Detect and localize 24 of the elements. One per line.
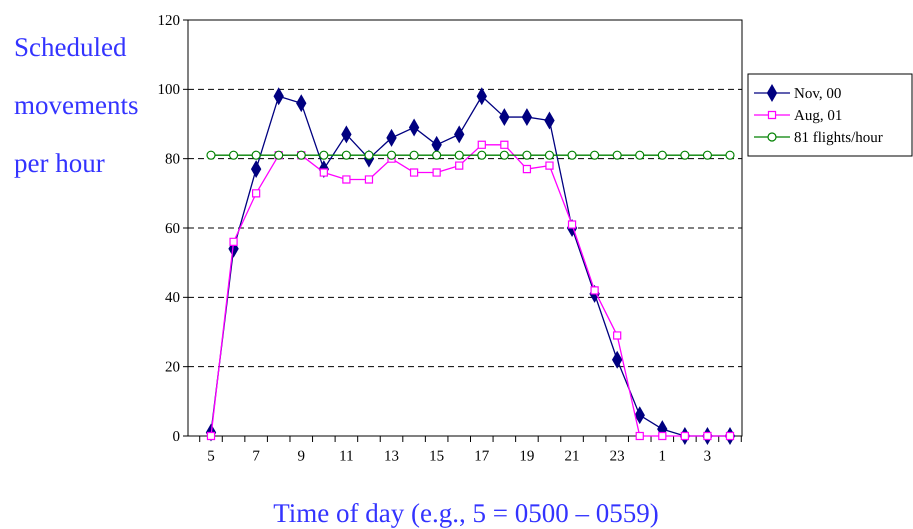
x-tick-label: 1 [658, 448, 666, 465]
x-tick-label: 15 [429, 448, 444, 465]
y-tick-label: 80 [165, 151, 180, 168]
x-tick-label: 9 [298, 448, 306, 465]
x-tick-label: 23 [610, 448, 625, 465]
x-tick-label: 5 [207, 448, 215, 465]
x-tick-label: 7 [252, 448, 260, 465]
legend-label: Aug, 01 [794, 108, 842, 124]
x-tick-label: 11 [339, 448, 354, 465]
y-tick-label: 60 [165, 220, 180, 237]
x-tick-label: 21 [564, 448, 580, 465]
x-tick-label: 13 [384, 448, 400, 465]
x-axis-title: Time of day (e.g., 5 = 0500 – 0559) [273, 498, 659, 528]
x-tick-label: 3 [704, 448, 712, 465]
y-tick-label: 0 [172, 428, 180, 445]
legend-label: Nov, 00 [794, 86, 842, 102]
legend-label: 81 flights/hour [794, 130, 883, 146]
y-tick-label: 40 [165, 290, 180, 306]
y-tick-label: 20 [165, 359, 180, 376]
x-tick-label: 19 [519, 448, 534, 465]
y-tick-label: 100 [158, 82, 180, 98]
y-tick-label: 120 [158, 12, 180, 29]
x-tick-label: 17 [474, 448, 490, 465]
y-axis-title: Scheduled movements per hour [14, 32, 138, 178]
